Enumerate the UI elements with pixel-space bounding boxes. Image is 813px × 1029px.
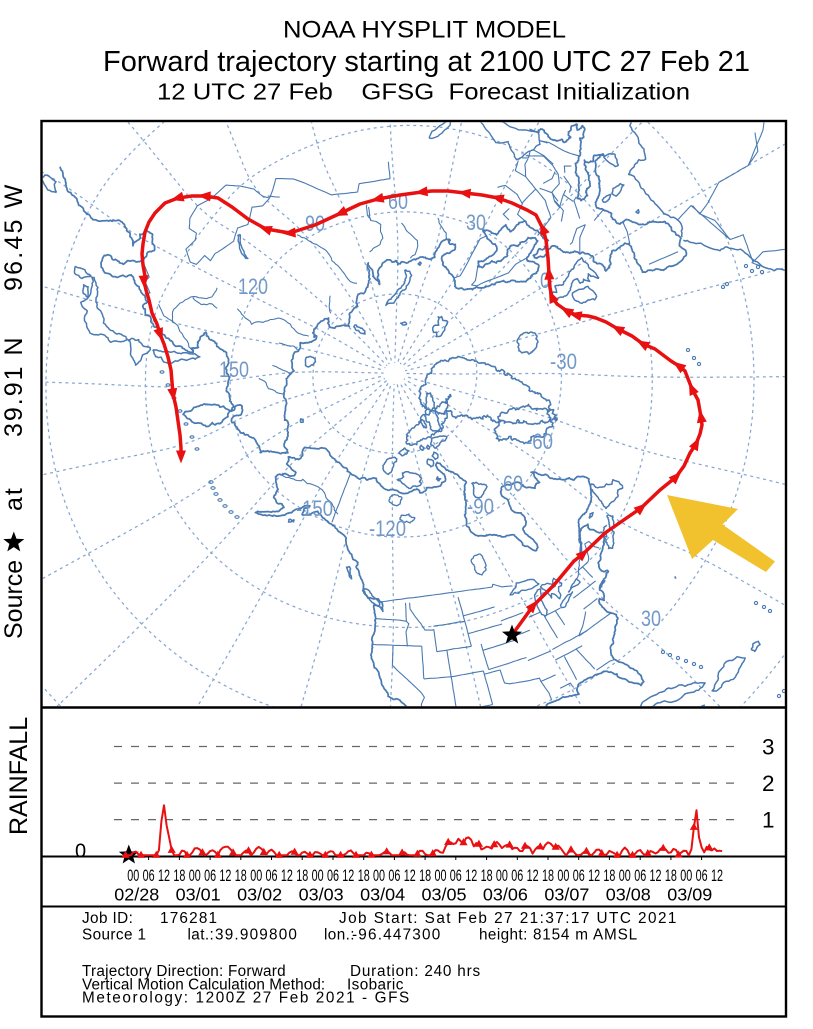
svg-text:Vertical Motion Calculation Me: Vertical Motion Calculation Method:: [82, 977, 325, 994]
svg-text:00: 00: [680, 866, 692, 885]
svg-text:12: 12: [219, 866, 231, 885]
svg-text:3: 3: [762, 734, 775, 759]
svg-text:12: 12: [588, 866, 600, 885]
svg-text:00: 00: [619, 866, 631, 885]
svg-text:1: 1: [762, 807, 775, 832]
svg-text:2: 2: [762, 771, 775, 796]
svg-text:Meteorology: 1200Z 27 Feb 2021: Meteorology: 1200Z 27 Feb 2021 - GFS: [82, 990, 411, 1007]
svg-text:00: 00: [127, 866, 139, 885]
svg-text:03/06: 03/06: [483, 885, 528, 905]
svg-text:02/28: 02/28: [114, 885, 159, 905]
svg-text:39.91 N: 39.91 N: [0, 335, 28, 437]
svg-text:Job Start: Sat Feb 27 21:37:17: Job Start: Sat Feb 27 21:37:17 UTC 2021: [339, 910, 678, 927]
svg-text:-90: -90: [467, 494, 494, 519]
svg-text:120: 120: [238, 274, 268, 299]
svg-text:03/05: 03/05: [422, 885, 467, 905]
svg-text:NOAA HYSPLIT MODEL: NOAA HYSPLIT MODEL: [283, 17, 566, 44]
svg-text:00: 00: [189, 866, 201, 885]
svg-text:Isobaric: Isobaric: [347, 977, 404, 994]
svg-text:03/03: 03/03: [299, 885, 344, 905]
svg-text:12 UTC 27 Feb GFSG Forecas: 12 UTC 27 Feb GFSG Forecast Initializati…: [157, 79, 690, 105]
svg-text:06: 06: [143, 866, 155, 885]
svg-text:18: 18: [358, 866, 370, 885]
svg-text:39.909800: 39.909800: [215, 927, 298, 944]
svg-text:0: 0: [75, 841, 86, 863]
svg-text:Forward trajectory starting at: Forward trajectory starting at 2100 UTC …: [103, 46, 750, 78]
svg-text:03/09: 03/09: [667, 885, 712, 905]
svg-text:176281: 176281: [160, 910, 218, 927]
svg-text:-120: -120: [369, 516, 406, 541]
svg-text:06: 06: [388, 866, 400, 885]
svg-text:12: 12: [465, 866, 477, 885]
svg-text:06: 06: [327, 866, 339, 885]
svg-text:-60: -60: [526, 429, 553, 454]
svg-text:Source 1: Source 1: [82, 927, 146, 944]
svg-text:lat.:: lat.:: [188, 927, 215, 944]
svg-text:at: at: [0, 486, 28, 511]
svg-text:03/01: 03/01: [176, 885, 221, 905]
svg-text:03/04: 03/04: [360, 885, 405, 905]
svg-text:06: 06: [696, 866, 708, 885]
svg-text:lon.:: lon.:: [324, 927, 355, 944]
svg-text:Trajectory Direction: Forward: Trajectory Direction: Forward: [82, 963, 286, 980]
svg-text:12: 12: [650, 866, 662, 885]
svg-text:RAINFALL: RAINFALL: [5, 717, 33, 835]
svg-text:-150: -150: [296, 496, 333, 521]
svg-text:00: 00: [557, 866, 569, 885]
svg-text:0: 0: [540, 268, 550, 293]
svg-text:18: 18: [481, 866, 493, 885]
svg-text:12: 12: [158, 866, 170, 885]
svg-text:18: 18: [296, 866, 308, 885]
svg-text:18: 18: [235, 866, 247, 885]
svg-text:8154 m AMSL: 8154 m AMSL: [533, 927, 638, 944]
svg-text:06: 06: [204, 866, 216, 885]
svg-text:150: 150: [219, 357, 249, 382]
svg-text:12: 12: [527, 866, 539, 885]
svg-text:00: 00: [435, 866, 447, 885]
svg-text:00: 00: [373, 866, 385, 885]
svg-text:03/07: 03/07: [544, 885, 589, 905]
svg-text:Job ID:: Job ID:: [82, 910, 133, 927]
svg-text:06: 06: [266, 866, 278, 885]
svg-text:12: 12: [404, 866, 416, 885]
svg-text:96.45 W: 96.45 W: [0, 182, 28, 291]
svg-text:12: 12: [281, 866, 293, 885]
svg-text:03/08: 03/08: [606, 885, 651, 905]
svg-text:03/02: 03/02: [237, 885, 282, 905]
svg-text:18: 18: [603, 866, 615, 885]
svg-text:06: 06: [634, 866, 646, 885]
svg-text:Source: Source: [0, 560, 28, 639]
svg-text:18: 18: [665, 866, 677, 885]
svg-text:18: 18: [173, 866, 185, 885]
svg-text:06: 06: [573, 866, 585, 885]
svg-text:height:: height:: [479, 927, 528, 944]
svg-text:12: 12: [711, 866, 723, 885]
svg-text:06: 06: [511, 866, 523, 885]
svg-text:Duration: 240 hrs: Duration: 240 hrs: [350, 963, 481, 980]
svg-text:60: 60: [503, 471, 523, 496]
svg-text:18: 18: [542, 866, 554, 885]
svg-text:12: 12: [342, 866, 354, 885]
svg-text:-96.447300: -96.447300: [352, 927, 441, 944]
svg-text:30: 30: [641, 606, 661, 631]
svg-text:00: 00: [250, 866, 262, 885]
svg-text:18: 18: [419, 866, 431, 885]
svg-text:00: 00: [312, 866, 324, 885]
svg-text:00: 00: [496, 866, 508, 885]
svg-text:-30: -30: [550, 349, 577, 374]
svg-text:30: 30: [466, 210, 486, 235]
svg-text:06: 06: [450, 866, 462, 885]
